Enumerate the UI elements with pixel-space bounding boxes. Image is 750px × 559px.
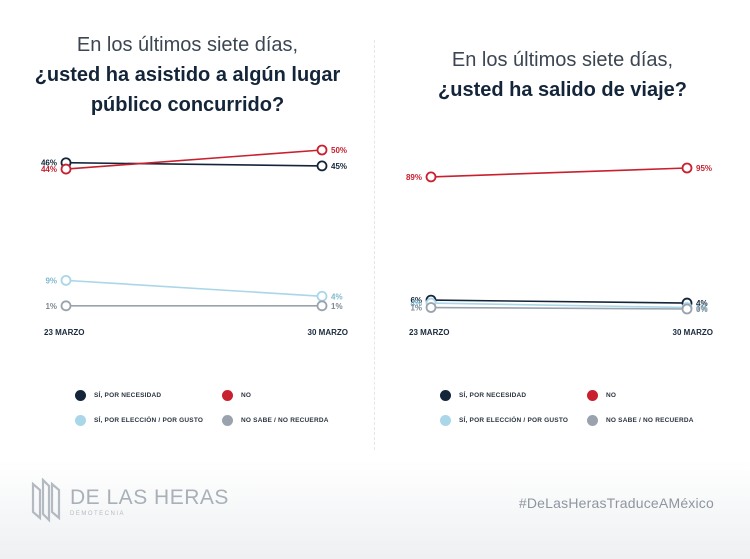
legend-label: NO SABE / NO RECUERDA [241, 417, 329, 424]
legend-label: NO [241, 392, 252, 399]
line-chart-asistido: 46% 45%44%50%9%4%1% 1%23 MARZO 30 MARZO [41, 144, 348, 337]
legend-item-no-sabe: NO SABE / NO RECUERDA [222, 415, 329, 426]
series-line [430, 167, 688, 178]
legend-label: SÍ, POR NECESIDAD [94, 392, 162, 399]
columns-logo-icon [31, 478, 61, 523]
category-label: 23 MARZO [409, 328, 449, 337]
data-label: 1% [331, 302, 343, 311]
data-label: 1% [45, 302, 57, 311]
data-label: 0% [696, 305, 708, 314]
data-point [316, 300, 328, 312]
data-point [681, 162, 693, 174]
category-label: 30 MARZO [308, 328, 348, 337]
series-line [430, 299, 688, 304]
legend: SÍ, POR NECESIDAD NO SÍ, POR ELECCIÓN / … [375, 380, 750, 440]
panel-asistido: En los últimos siete días, ¿usted ha asi… [0, 0, 375, 460]
data-label: 1% [696, 304, 708, 313]
series-line [65, 149, 323, 170]
data-label: 9% [45, 276, 57, 285]
data-label: 6% [410, 296, 422, 305]
legend-item-gusto: SÍ, POR ELECCIÓN / POR GUSTO [75, 415, 203, 426]
footer [0, 460, 750, 559]
data-point [316, 144, 328, 156]
chart-title: En los últimos siete días, ¿usted ha sal… [395, 45, 730, 105]
legend-item-no: NO [587, 390, 616, 401]
legend-label: NO [606, 392, 617, 399]
legend-label: NO SABE / NO RECUERDA [606, 417, 694, 424]
series-line [65, 279, 323, 298]
legend-dot [440, 390, 451, 401]
data-label: 46% [41, 159, 57, 168]
data-label: 95% [696, 164, 712, 173]
data-point [681, 303, 693, 315]
data-label: 50% [331, 146, 347, 155]
line-chart-viaje: 6% 4%89%95%4% 1%1% 0%23 MARZO 30 MARZO [406, 162, 713, 337]
data-label: 4% [696, 299, 708, 308]
data-label: 44% [41, 165, 57, 174]
legend-item-necesidad: SÍ, POR NECESIDAD [440, 390, 526, 401]
legend-item-no-sabe: NO SABE / NO RECUERDA [587, 415, 694, 426]
legend-dot [440, 415, 451, 426]
category-label: 30 MARZO [673, 328, 713, 337]
brand-name: DE LAS HERAS [70, 485, 229, 509]
panel-viaje: En los últimos siete días, ¿usted ha sal… [375, 0, 750, 460]
data-label: 89% [406, 173, 422, 182]
data-point [60, 274, 72, 286]
series-line [65, 161, 323, 167]
data-point [60, 163, 72, 175]
data-label: 4% [410, 299, 422, 308]
category-label: 23 MARZO [44, 328, 84, 337]
legend-dot [222, 415, 233, 426]
legend-item-necesidad: SÍ, POR NECESIDAD [75, 390, 161, 401]
legend-label: SÍ, POR ELECCIÓN / POR GUSTO [94, 417, 204, 424]
chart-title: En los últimos siete días, ¿usted ha asi… [20, 30, 355, 120]
legend-dot [75, 415, 86, 426]
data-point [316, 160, 328, 172]
legend-item-no: NO [222, 390, 251, 401]
legend-dot [222, 390, 233, 401]
brand-logo: DE LAS HERAS DEMOTECNIA [30, 478, 229, 524]
legend-item-gusto: SÍ, POR ELECCIÓN / POR GUSTO [440, 415, 568, 426]
chart-title-light: En los últimos siete días, [76, 34, 299, 56]
hashtag: #DeLasHerasTraduceAMéxico [518, 495, 714, 511]
legend: SÍ, POR NECESIDAD NO SÍ, POR ELECCIÓN / … [0, 380, 375, 440]
legend-dot [587, 415, 598, 426]
legend-dot [587, 390, 598, 401]
data-point [60, 300, 72, 312]
legend-label: SÍ, POR NECESIDAD [459, 392, 527, 399]
series-line [430, 306, 688, 310]
data-label: 1% [410, 304, 422, 313]
data-point [316, 290, 328, 302]
data-label: 4% [331, 292, 343, 301]
brand-subtitle: DEMOTECNIA [70, 510, 126, 517]
data-point [425, 302, 437, 313]
data-point [425, 171, 437, 183]
legend-label: SÍ, POR ELECCIÓN / POR GUSTO [459, 417, 569, 424]
chart-title-bold: ¿usted ha salido de viaje? [438, 79, 687, 101]
chart-title-light: En los últimos siete días, [451, 49, 674, 71]
legend-dot [75, 390, 86, 401]
series-line [430, 302, 688, 309]
data-label: 45% [331, 162, 347, 171]
panel-divider [374, 40, 375, 450]
chart-title-bold: ¿usted ha asistido a algún lugar público… [34, 64, 341, 116]
